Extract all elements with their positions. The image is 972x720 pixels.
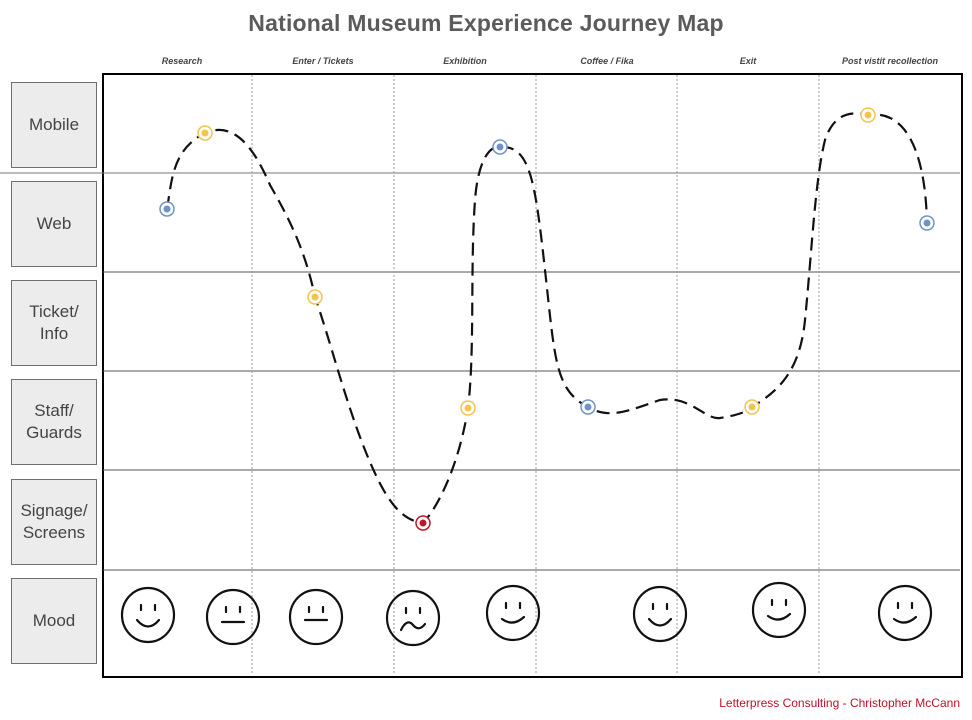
- mood-face-happy-icon: [751, 581, 807, 639]
- mood-face-happy-icon: [120, 586, 176, 644]
- touchpoint-marker: [580, 399, 596, 415]
- page-title: National Museum Experience Journey Map: [248, 10, 724, 36]
- row-dividers: [0, 172, 960, 571]
- row-label-signage-screens: Signage/Screens: [11, 479, 97, 565]
- row-label-text: Staff/Guards: [26, 401, 82, 442]
- phase-label-post-visit: Post vistit recollection: [841, 56, 939, 66]
- row-label-ticket-info: Ticket/Info: [11, 280, 97, 366]
- row-label-text: Mood: [32, 611, 76, 630]
- phase-label-coffee: Coffee / Fika: [580, 56, 634, 66]
- mood-face-neutral-icon: [288, 588, 344, 646]
- mood-face-happy-icon: [485, 584, 541, 642]
- phase-label-exhibition: Exhibition: [443, 56, 487, 66]
- mood-face-neutral-icon: [205, 588, 261, 646]
- mood-face-happy-icon: [877, 584, 933, 642]
- row-label-staff-guards: Staff/Guards: [11, 379, 97, 465]
- row-label-mood: Mood: [11, 578, 97, 664]
- touchpoint-marker: [415, 515, 431, 531]
- phase-dividers: [251, 75, 820, 674]
- row-label-web: Web: [11, 181, 97, 267]
- touchpoint-marker: [919, 215, 935, 231]
- phase-label-exit: Exit: [739, 56, 757, 66]
- journey-map-frame: [102, 73, 963, 678]
- touchpoints: [159, 107, 935, 531]
- row-label-text: Signage/Screens: [20, 501, 88, 542]
- mood-face-sad-icon: [385, 589, 441, 647]
- touchpoint-marker: [159, 201, 175, 217]
- mood-faces: [120, 581, 933, 647]
- touchpoint-marker: [460, 400, 476, 416]
- touchpoint-marker: [492, 139, 508, 155]
- touchpoint-marker: [744, 399, 760, 415]
- touchpoint-marker: [307, 289, 323, 305]
- row-label-text: Ticket/Info: [29, 302, 79, 343]
- mood-face-happy-icon: [632, 585, 688, 643]
- journey-path: [165, 112, 929, 525]
- row-label-text: Mobile: [28, 115, 80, 134]
- row-label-mobile: Mobile: [11, 82, 97, 168]
- credit-text: Letterpress Consulting - Christopher McC…: [719, 696, 960, 710]
- touchpoint-marker: [860, 107, 876, 123]
- row-label-text: Web: [36, 214, 72, 233]
- touchpoint-marker: [197, 125, 213, 141]
- phase-label-research: Research: [161, 56, 203, 66]
- phase-label-enter-tickets: Enter / Tickets: [292, 56, 354, 66]
